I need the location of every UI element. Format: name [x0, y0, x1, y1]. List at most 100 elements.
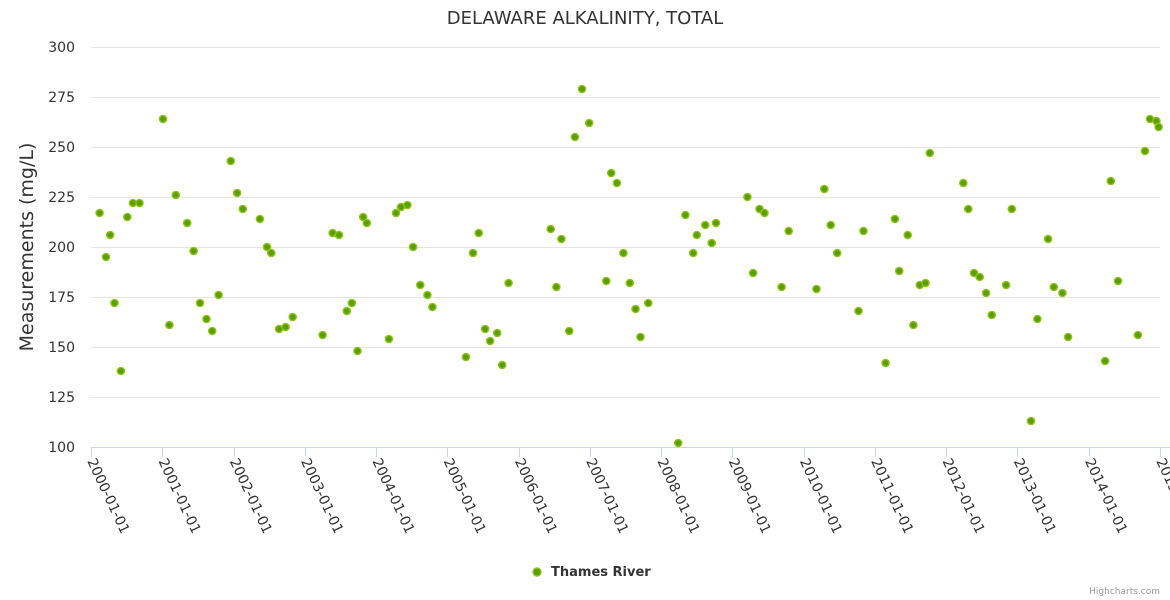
- data-point[interactable]: [557, 234, 566, 244]
- data-point[interactable]: [353, 346, 362, 356]
- data-point[interactable]: [461, 352, 471, 362]
- data-point[interactable]: [384, 334, 394, 344]
- data-point[interactable]: [1001, 280, 1011, 290]
- data-point[interactable]: [480, 324, 490, 334]
- data-point[interactable]: [546, 224, 556, 234]
- data-point[interactable]: [606, 168, 616, 178]
- data-point[interactable]: [760, 208, 769, 218]
- data-point[interactable]: [214, 290, 223, 300]
- data-point[interactable]: [165, 320, 174, 330]
- data-point[interactable]: [347, 298, 357, 308]
- data-point[interactable]: [182, 218, 192, 228]
- data-point[interactable]: [975, 272, 985, 282]
- data-point[interactable]: [577, 84, 587, 94]
- data-point[interactable]: [1113, 276, 1123, 286]
- data-point[interactable]: [468, 248, 478, 258]
- data-point[interactable]: [969, 268, 979, 278]
- data-point[interactable]: [202, 314, 211, 324]
- data-point[interactable]: [1058, 288, 1067, 298]
- data-point[interactable]: [894, 266, 904, 276]
- data-point[interactable]: [552, 282, 561, 292]
- data-point[interactable]: [423, 290, 432, 300]
- data-point[interactable]: [1043, 234, 1053, 244]
- data-point[interactable]: [743, 192, 752, 202]
- data-point[interactable]: [403, 200, 412, 210]
- data-point[interactable]: [391, 208, 401, 218]
- legend-label[interactable]: Thames River: [551, 565, 651, 580]
- data-point[interactable]: [1133, 330, 1143, 340]
- data-point[interactable]: [232, 188, 242, 198]
- data-point[interactable]: [266, 248, 276, 258]
- data-point[interactable]: [255, 214, 265, 224]
- data-point[interactable]: [909, 320, 918, 330]
- data-point[interactable]: [631, 304, 640, 314]
- data-point[interactable]: [226, 156, 235, 166]
- data-point[interactable]: [492, 328, 502, 338]
- data-point[interactable]: [681, 210, 690, 220]
- data-point[interactable]: [116, 366, 126, 376]
- data-point[interactable]: [981, 288, 991, 298]
- data-point[interactable]: [707, 238, 717, 248]
- data-point[interactable]: [1140, 146, 1150, 156]
- data-point[interactable]: [415, 280, 425, 290]
- data-point[interactable]: [362, 218, 372, 228]
- data-point[interactable]: [644, 298, 653, 308]
- data-point[interactable]: [95, 208, 104, 218]
- data-point[interactable]: [987, 310, 997, 320]
- data-point[interactable]: [602, 276, 611, 286]
- data-point[interactable]: [570, 132, 580, 142]
- data-point[interactable]: [1063, 332, 1073, 342]
- data-point[interactable]: [777, 282, 786, 292]
- data-point[interactable]: [408, 242, 418, 252]
- data-point[interactable]: [1026, 416, 1036, 426]
- data-point[interactable]: [584, 118, 594, 128]
- data-point[interactable]: [123, 212, 132, 222]
- data-point[interactable]: [281, 322, 290, 332]
- data-point[interactable]: [1033, 314, 1042, 324]
- data-point[interactable]: [334, 230, 344, 240]
- data-point[interactable]: [485, 336, 495, 346]
- data-point[interactable]: [189, 246, 198, 256]
- data-point[interactable]: [903, 230, 913, 240]
- data-point[interactable]: [859, 226, 868, 236]
- data-point[interactable]: [921, 278, 930, 288]
- data-point[interactable]: [748, 268, 758, 278]
- data-point[interactable]: [238, 204, 248, 214]
- data-point[interactable]: [959, 178, 968, 188]
- data-point[interactable]: [564, 326, 574, 336]
- data-point[interactable]: [636, 332, 645, 342]
- data-point[interactable]: [701, 220, 710, 230]
- data-point[interactable]: [619, 248, 628, 258]
- legend-marker-icon[interactable]: [532, 567, 542, 577]
- data-point[interactable]: [474, 228, 484, 238]
- credits-link[interactable]: Highcharts.com: [1089, 587, 1160, 597]
- data-point[interactable]: [497, 360, 507, 370]
- data-point[interactable]: [881, 358, 890, 368]
- data-point[interactable]: [504, 278, 513, 288]
- data-point[interactable]: [171, 190, 181, 200]
- data-point[interactable]: [826, 220, 836, 230]
- data-point[interactable]: [207, 326, 217, 336]
- data-point[interactable]: [105, 230, 115, 240]
- data-point[interactable]: [890, 214, 900, 224]
- data-point[interactable]: [288, 312, 298, 322]
- data-point[interactable]: [110, 298, 119, 308]
- data-point[interactable]: [964, 204, 973, 214]
- data-point[interactable]: [358, 212, 368, 222]
- data-point[interactable]: [820, 184, 829, 194]
- data-point[interactable]: [854, 306, 863, 316]
- data-point[interactable]: [812, 284, 821, 294]
- data-point[interactable]: [135, 198, 144, 208]
- data-point[interactable]: [428, 302, 437, 312]
- data-point[interactable]: [612, 178, 622, 188]
- data-point[interactable]: [692, 230, 702, 240]
- data-point[interactable]: [101, 252, 111, 262]
- data-point[interactable]: [688, 248, 698, 258]
- data-point[interactable]: [1154, 122, 1163, 132]
- data-point[interactable]: [625, 278, 635, 288]
- data-point[interactable]: [784, 226, 794, 236]
- data-point[interactable]: [832, 248, 842, 258]
- data-point[interactable]: [158, 114, 168, 124]
- data-point[interactable]: [711, 218, 721, 228]
- data-point[interactable]: [1049, 282, 1059, 292]
